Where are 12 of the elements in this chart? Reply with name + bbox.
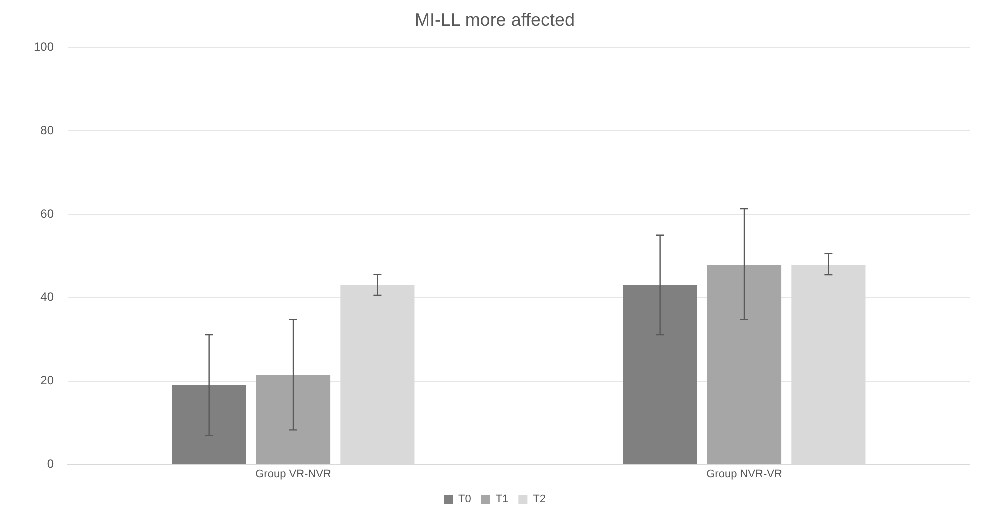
y-tick-label: 80 [40, 123, 54, 138]
y-tick-label: 20 [40, 374, 54, 388]
legend-label: T2 [533, 494, 546, 506]
y-tick-label: 100 [34, 40, 54, 54]
y-tick-label: 40 [40, 290, 54, 304]
legend-label: T0 [458, 494, 472, 506]
x-tick-label: Group NVR-VR [706, 468, 782, 480]
legend-label: T1 [496, 494, 509, 506]
y-tick-label: 0 [47, 457, 54, 472]
x-tick-label: Group VR-NVR [256, 468, 332, 480]
chart-title: MI-LL more affected [414, 10, 576, 30]
y-tick-label: 60 [40, 206, 54, 221]
